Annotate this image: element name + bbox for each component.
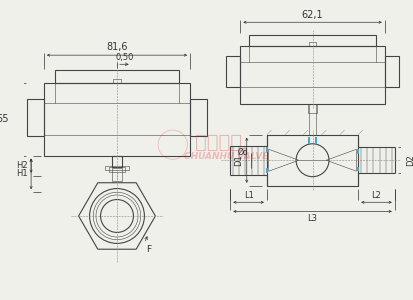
- Bar: [109, 167, 125, 172]
- Text: 55: 55: [0, 114, 9, 124]
- Bar: [105, 166, 129, 170]
- Text: L3: L3: [308, 214, 318, 223]
- Text: H2: H2: [16, 161, 27, 170]
- Text: F: F: [146, 245, 151, 254]
- Bar: [308, 103, 317, 113]
- Bar: [27, 99, 44, 136]
- Text: L1: L1: [244, 190, 254, 200]
- Bar: [309, 42, 316, 46]
- Bar: [112, 169, 121, 181]
- Bar: [240, 46, 385, 104]
- Text: CHUANHU VALVE: CHUANHU VALVE: [184, 152, 268, 161]
- Text: L2: L2: [372, 190, 382, 200]
- Bar: [44, 82, 190, 156]
- Bar: [267, 135, 358, 186]
- Text: 81,6: 81,6: [106, 42, 128, 52]
- Text: 62,1: 62,1: [302, 10, 323, 20]
- Bar: [226, 56, 240, 87]
- Bar: [112, 156, 123, 167]
- Text: D2: D2: [406, 154, 413, 166]
- Bar: [55, 70, 179, 83]
- Text: 川沪阀门: 川沪阀门: [195, 133, 242, 152]
- Bar: [190, 99, 206, 136]
- Text: H1: H1: [16, 169, 27, 178]
- Text: D1: D1: [234, 154, 243, 166]
- Bar: [113, 79, 121, 83]
- Text: Ød: Ød: [238, 148, 249, 157]
- Text: 0,50: 0,50: [115, 53, 133, 62]
- Bar: [385, 56, 399, 87]
- Bar: [249, 35, 375, 46]
